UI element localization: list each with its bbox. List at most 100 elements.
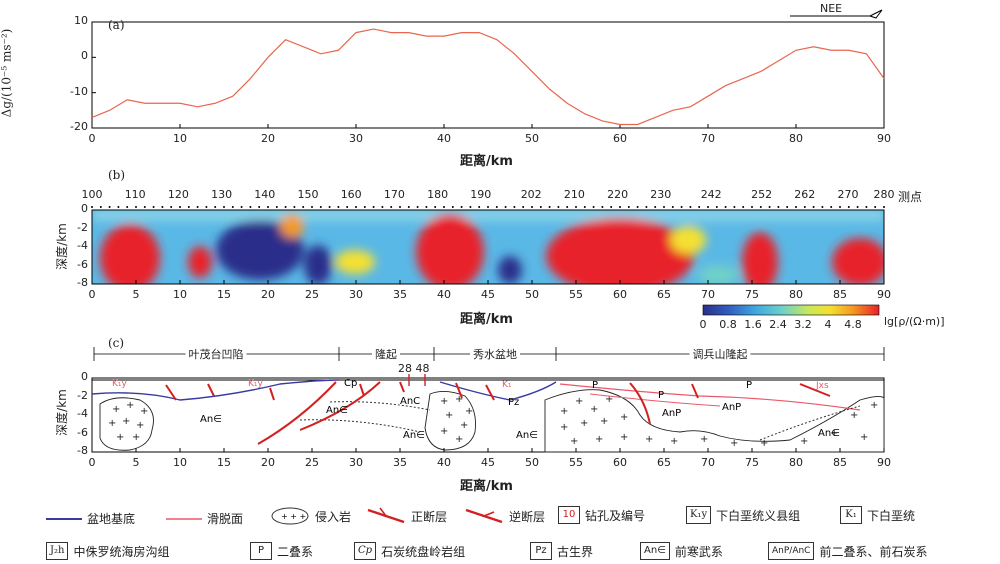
y-tick-label: -2	[77, 388, 88, 402]
station-dot	[777, 206, 780, 208]
plus-mark: +	[116, 432, 124, 443]
plus-mark: +	[730, 438, 738, 449]
station-dot	[583, 206, 586, 208]
station-dot	[619, 206, 621, 208]
y-tick-label: 0	[81, 202, 88, 215]
station-dot	[504, 206, 507, 208]
y-tick-label: -6	[77, 257, 88, 271]
legend-p: P 二叠系	[250, 542, 313, 560]
station-label: 270	[837, 188, 859, 201]
station-dot	[231, 206, 234, 208]
station-dot	[883, 206, 885, 208]
station-label: 160	[340, 188, 362, 201]
x-tick-label: 30	[349, 456, 363, 469]
station-dot	[733, 206, 736, 208]
plus-mark: +	[860, 432, 868, 443]
station-dot	[214, 206, 217, 208]
region-label: 隆起	[372, 346, 400, 362]
station-label: 242	[700, 188, 722, 201]
x-tick-label: 40	[437, 132, 451, 145]
station-dot	[143, 206, 146, 208]
x-tick-label: 0	[88, 132, 96, 145]
region-label: 调兵山隆起	[689, 346, 751, 362]
station-dot	[223, 206, 225, 208]
station-label: 170	[383, 188, 405, 201]
x-tick-label: 15	[217, 288, 231, 301]
station-label: 230	[650, 188, 672, 201]
unit-label-p1: P	[592, 380, 599, 391]
station-dot	[152, 206, 155, 208]
x-tick-label: 75	[745, 288, 759, 301]
x-tick-label: 20	[261, 456, 275, 469]
stations-title: 测点	[898, 190, 923, 204]
intrusive-plus-marks: + +++ + ++ ++ +++++++++++ + + ++ + + + + + + + +++++	[108, 394, 878, 449]
x-tick-label: 35	[393, 456, 407, 469]
plus-mark: +	[620, 432, 628, 443]
plus-mark: +	[760, 438, 768, 449]
station-dot	[469, 206, 472, 208]
colorbar-tick: 0.8	[719, 318, 737, 331]
legend-normal-fault: 正断层	[366, 506, 447, 526]
station-dot	[135, 206, 137, 208]
plus-mark: +	[645, 434, 653, 445]
station-dot	[381, 206, 384, 208]
x-tick-label: 60	[613, 456, 627, 469]
y-tick-label: -6	[77, 425, 88, 439]
station-label: 120	[167, 188, 189, 201]
basin-base-line	[91, 379, 340, 401]
legend-basin-base: 盆地基底	[46, 510, 135, 527]
panel-c-xlabel: 距离/km	[460, 479, 513, 494]
x-tick-label: 80	[789, 456, 803, 469]
plus-mark: +	[580, 418, 588, 429]
plus-mark: +	[620, 412, 628, 423]
unit-label-anp1: AnP	[662, 408, 682, 419]
plot-frame-a	[91, 21, 885, 129]
unit-label-k1: K₁	[502, 380, 512, 390]
x-tick-label: 30	[349, 288, 363, 301]
intrusive-icon: + + +	[271, 507, 309, 525]
reverse-fault-icon	[465, 508, 503, 524]
unit-label-jxs: Jxs	[816, 381, 829, 391]
station-label: 100	[81, 188, 103, 201]
panel-a-label: (a)	[108, 18, 125, 32]
panel-b-xlabel: 距离/km	[460, 312, 513, 327]
plus-mark: +	[870, 400, 878, 411]
x-tick-label: 65	[657, 456, 671, 469]
station-dot	[108, 206, 111, 208]
station-dot	[460, 206, 463, 208]
panel-c-label: (c)	[108, 336, 125, 350]
x-tick-label: 80	[789, 288, 803, 301]
x-tick-label: 50	[525, 288, 539, 301]
station-dot	[847, 206, 850, 208]
unit-label-an1: An∈	[200, 414, 222, 425]
unit-label-anc: AnC	[400, 396, 421, 407]
x-tick-label: 5	[132, 456, 140, 469]
colorbar	[702, 304, 880, 316]
station-dot	[355, 206, 357, 208]
station-label: 220	[607, 188, 629, 201]
colorbar-label: lg[ρ/(Ω·m)]	[884, 315, 945, 328]
legend-anp: AnP/AnC 前二叠系、前石炭系	[768, 542, 927, 560]
gravity-chart	[91, 9, 885, 129]
geologic-cross-section: + +++ + ++ ++ +++++++++++ + + ++ + + + + + + + +++++	[91, 347, 885, 453]
x-tick-label: 55	[569, 288, 583, 301]
station-dot	[293, 206, 296, 208]
resistivity-field	[92, 210, 884, 284]
plus-mark: +	[850, 410, 858, 421]
x-tick-label: 15	[217, 456, 231, 469]
well-markers	[408, 374, 426, 386]
legend-j2h: J₂h 中侏罗统海房沟组	[46, 542, 169, 560]
station-label: 252	[751, 188, 773, 201]
plus-mark: +	[800, 436, 808, 447]
x-tick-label: 45	[481, 288, 495, 301]
colorbar-tick: 0	[699, 318, 707, 331]
x-tick-label: 70	[701, 456, 715, 469]
station-dot	[416, 206, 419, 208]
station-dot	[707, 206, 709, 208]
station-label: 202	[520, 188, 542, 201]
x-tick-label: 90	[877, 288, 891, 301]
x-tick-label: 20	[261, 288, 275, 301]
x-tick-label: 10	[173, 132, 187, 145]
region-label: 叶茂台凹陷	[185, 346, 247, 362]
station-dot	[196, 206, 199, 208]
